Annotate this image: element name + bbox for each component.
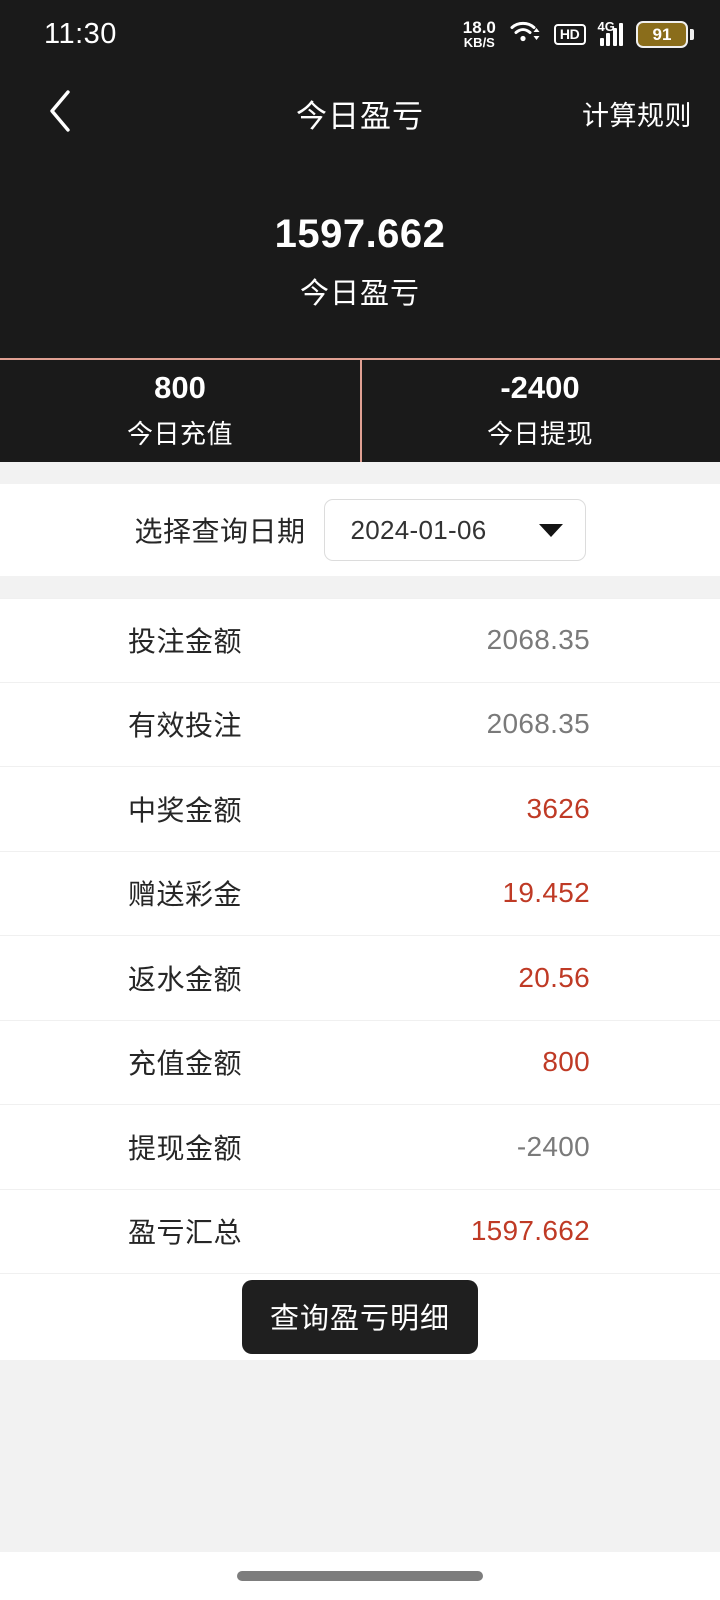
row-value: 800 bbox=[542, 1046, 590, 1078]
signal-bars bbox=[599, 22, 623, 46]
wifi-icon bbox=[509, 19, 541, 50]
table-row: 有效投注 2068.35 bbox=[0, 683, 720, 767]
date-select-value: 2024-01-06 bbox=[350, 514, 487, 545]
row-value: -2400 bbox=[516, 1130, 590, 1162]
section-spacer-mid bbox=[0, 576, 720, 598]
hd-icon: HD bbox=[553, 23, 586, 45]
stats-row: 800 今日充值 -2400 今日提现 bbox=[0, 358, 720, 462]
row-value: 2068.35 bbox=[486, 624, 590, 656]
caret-down-icon bbox=[538, 523, 563, 537]
row-label: 中奖金额 bbox=[128, 794, 243, 826]
row-value: 20.56 bbox=[518, 961, 590, 993]
battery-icon: 91 bbox=[636, 20, 694, 48]
row-label: 提现金额 bbox=[128, 1132, 243, 1164]
network-speed-unit: KB/S bbox=[463, 35, 495, 50]
navigation-bar: 今日盈亏 计算规则 bbox=[0, 68, 720, 158]
table-row: 提现金额 -2400 bbox=[0, 1105, 720, 1190]
table-row: 中奖金额 3626 bbox=[0, 767, 720, 852]
row-label: 有效投注 bbox=[128, 710, 243, 742]
hero-summary: 1597.662 今日盈亏 bbox=[0, 158, 720, 358]
row-value: 19.452 bbox=[502, 877, 590, 909]
row-label: 充值金额 bbox=[128, 1048, 243, 1080]
row-label: 返水金额 bbox=[128, 963, 243, 995]
table-row: 返水金额 20.56 bbox=[0, 936, 720, 1021]
table-row: 充值金额 800 bbox=[0, 1021, 720, 1105]
section-spacer-top bbox=[0, 462, 720, 484]
table-row: 盈亏汇总 1597.662 bbox=[0, 1190, 720, 1274]
table-row: 投注金额 2068.35 bbox=[0, 598, 720, 683]
query-detail-button[interactable]: 查询盈亏明细 bbox=[241, 1280, 478, 1354]
back-button[interactable] bbox=[34, 87, 86, 139]
status-icons: 18.0 KB/S HD 4G 91 bbox=[463, 19, 694, 50]
date-select[interactable]: 2024-01-06 bbox=[323, 499, 586, 561]
calculation-rules-link[interactable]: 计算规则 bbox=[582, 100, 692, 131]
cellular-signal-icon: 4G bbox=[597, 18, 623, 46]
row-label: 投注金额 bbox=[128, 626, 243, 658]
table-row: 赠送彩金 19.452 bbox=[0, 852, 720, 936]
hero-label: 今日盈亏 bbox=[299, 278, 420, 310]
date-picker-label: 选择查询日期 bbox=[134, 516, 306, 547]
status-clock: 11:30 bbox=[44, 17, 117, 50]
hero-amount: 1597.662 bbox=[274, 212, 446, 256]
row-label: 盈亏汇总 bbox=[128, 1217, 243, 1249]
detail-button-row: 查询盈亏明细 bbox=[0, 1274, 720, 1360]
page-title: 今日盈亏 bbox=[296, 98, 424, 134]
chevron-left-icon bbox=[45, 88, 75, 139]
row-value: 3626 bbox=[526, 792, 590, 824]
stat-label: 今日提现 bbox=[486, 419, 593, 450]
row-label: 赠送彩金 bbox=[128, 879, 243, 911]
date-picker-row: 选择查询日期 2024-01-06 bbox=[0, 484, 720, 576]
home-indicator[interactable] bbox=[237, 1571, 483, 1581]
stat-value: -2400 bbox=[500, 369, 580, 405]
detail-table: 投注金额 2068.35 有效投注 2068.35 中奖金额 3626 赠送彩金… bbox=[0, 598, 720, 1274]
stat-deposit: 800 今日充值 bbox=[0, 360, 360, 462]
status-bar: 11:30 18.0 KB/S HD 4G bbox=[0, 0, 720, 68]
network-type-label: 4G bbox=[597, 18, 615, 34]
home-indicator-bar bbox=[0, 1552, 720, 1600]
empty-area bbox=[0, 1360, 720, 1552]
stat-label: 今日充值 bbox=[126, 419, 233, 450]
network-speed-indicator: 18.0 KB/S bbox=[463, 19, 496, 49]
row-value: 2068.35 bbox=[486, 708, 590, 740]
stat-withdraw: -2400 今日提现 bbox=[360, 360, 720, 462]
row-value: 1597.662 bbox=[470, 1215, 590, 1247]
network-speed-value: 18.0 bbox=[462, 18, 496, 37]
stat-value: 800 bbox=[154, 369, 206, 405]
battery-level-label: 91 bbox=[652, 24, 672, 44]
